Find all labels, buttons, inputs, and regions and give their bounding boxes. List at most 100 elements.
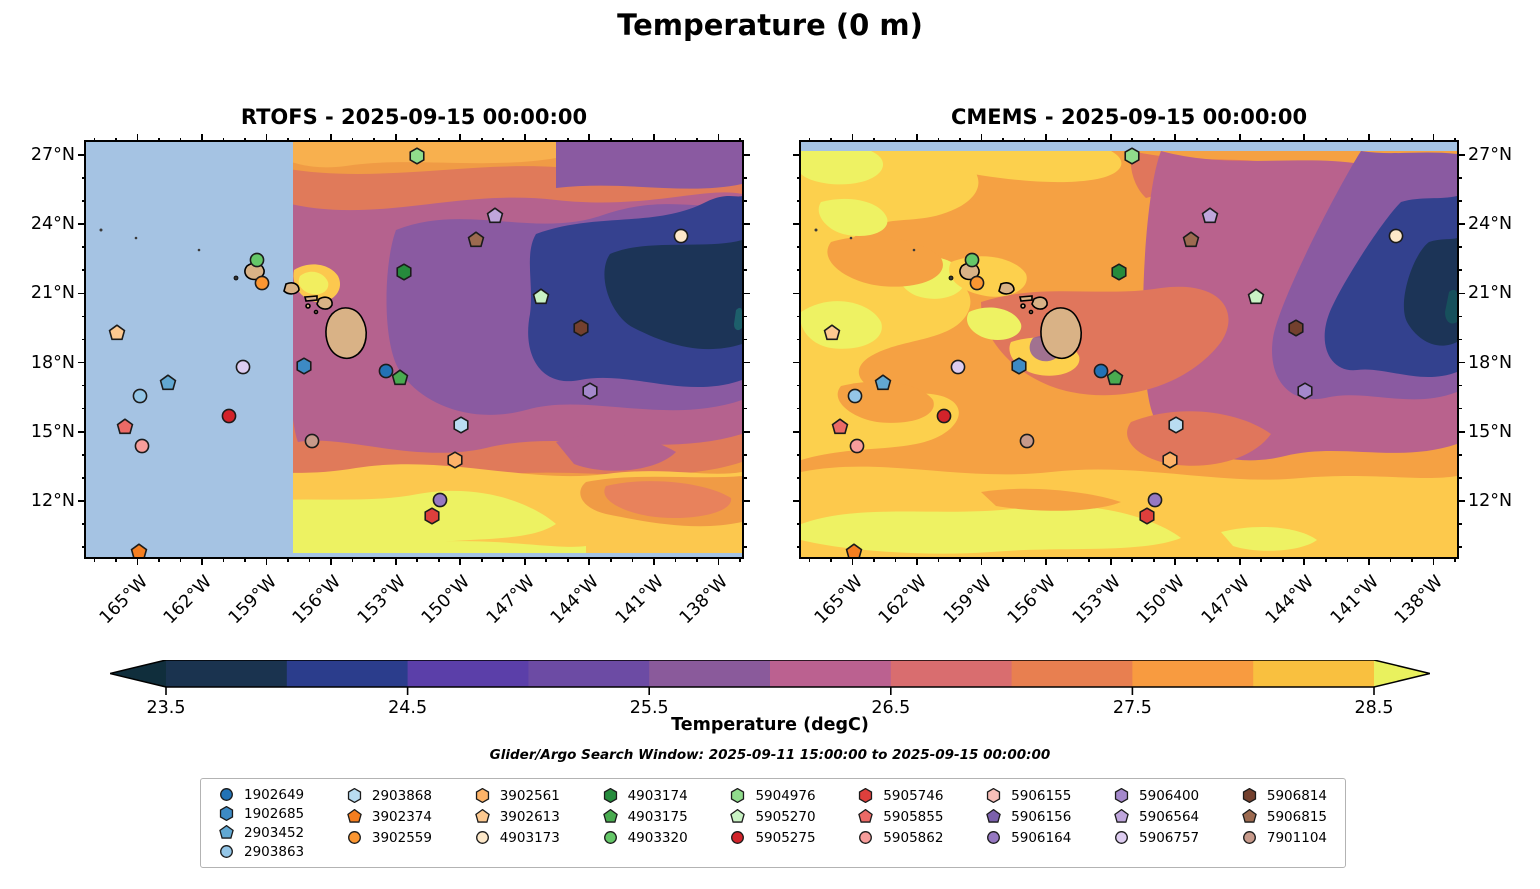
x-tick-minor [1088, 557, 1090, 562]
x-tick-label: 162°W [160, 571, 217, 629]
pentagon-marker-icon [486, 207, 504, 223]
hexagon-marker-icon [475, 787, 490, 804]
legend-float-id: 5906155 [1011, 787, 1072, 804]
circle-marker-icon [936, 408, 952, 424]
x-tick-major [1368, 134, 1370, 142]
x-tick-minor [222, 557, 225, 562]
y-tick-label: 21°N [1468, 283, 1513, 304]
circle-marker-icon [132, 388, 148, 404]
y-tick-major [742, 430, 750, 433]
float-marker-4903174 [1111, 263, 1128, 281]
y-tick-minor [1457, 477, 1462, 479]
x-tick-minor [959, 557, 961, 562]
legend-float-id: 5905746 [883, 787, 944, 804]
circle-marker-icon [673, 228, 689, 244]
legend-float-id: 3902374 [371, 808, 432, 825]
x-tick-minor [351, 557, 354, 562]
circle-marker-icon [220, 788, 233, 801]
x-tick-major [201, 134, 203, 142]
y-tick-major [1457, 500, 1465, 502]
legend-float-id: 5906564 [1139, 808, 1200, 825]
legend-item-4903320: 4903320 [603, 827, 688, 848]
hexagon-marker-icon [1114, 787, 1129, 804]
float-marker-4903173 [672, 228, 689, 245]
y-tick-major [78, 361, 86, 364]
hexagon-marker-icon [1242, 787, 1257, 804]
x-tick-label: 156°W [289, 571, 346, 629]
hexagon-marker-icon [730, 787, 745, 804]
circle-marker-icon [1114, 830, 1129, 845]
circle-marker-icon [859, 831, 873, 844]
float-marker-3902559 [969, 275, 986, 292]
x-tick-major [1303, 134, 1306, 142]
legend-float-id: 7901104 [1266, 829, 1327, 846]
y-tick-label: 12°N [1468, 490, 1513, 511]
y-tick-minor [1457, 246, 1462, 248]
circle-marker-icon [219, 844, 234, 859]
colorbar-under-arrow [110, 660, 166, 687]
pentagon-marker-icon [832, 418, 849, 435]
legend-item-5906156: 5906156 [986, 806, 1071, 827]
legend-float-id: 3902559 [371, 829, 432, 846]
x-tick-major [201, 557, 203, 565]
float-marker-3902561 [1162, 451, 1179, 469]
legend-item-5905855: 5905855 [858, 806, 943, 827]
x-tick-major [523, 557, 526, 565]
legend-float-id: 5906164 [1011, 829, 1072, 846]
float-marker-1902685 [296, 357, 313, 375]
x-tick-label: 153°W [1068, 571, 1125, 629]
hexagon-marker-icon [1111, 263, 1127, 281]
x-tick-major [1174, 557, 1177, 565]
circle-marker-icon [603, 831, 617, 844]
legend-item-5906815: 5906815 [1242, 806, 1327, 827]
x-tick-major [394, 134, 397, 142]
y-tick-label: 27°N [30, 144, 75, 165]
rtofs-masked-region [86, 142, 293, 557]
pentagon-marker-icon [845, 543, 863, 557]
legend-float-id: 5904976 [755, 787, 816, 804]
pentagon-marker-icon [532, 287, 549, 304]
circle-marker-icon [986, 830, 1001, 845]
legend-float-id: 5905275 [755, 829, 816, 846]
circle-marker-icon [731, 831, 745, 844]
y-tick-minor [742, 523, 747, 525]
x-tick-major [459, 134, 462, 142]
x-tick-minor [93, 557, 96, 562]
y-tick-minor [742, 269, 747, 272]
hexagon-marker-icon [859, 787, 873, 804]
x-tick-label: 147°W [1197, 571, 1254, 629]
float-marker-5905275 [936, 407, 953, 424]
y-tick-major [793, 500, 801, 502]
x-tick-major [1432, 134, 1435, 142]
colorbar-tick-label: 24.5 [388, 698, 427, 718]
x-tick-major [588, 557, 591, 565]
figure-title: Temperature (0 m) [617, 8, 923, 42]
pentagon-marker-icon [858, 808, 874, 824]
x-tick-minor [158, 557, 160, 562]
float-marker-4903173 [1387, 228, 1404, 245]
pentagon-marker-icon [874, 374, 892, 391]
x-tick-minor [1131, 557, 1134, 562]
y-tick-minor [742, 477, 747, 479]
float-marker-3902559 [254, 275, 271, 292]
y-tick-label: 12°N [30, 490, 75, 511]
x-tick-major [523, 134, 526, 142]
legend-column: 5906814 5906815 7901104 [1242, 785, 1327, 861]
y-tick-minor [742, 338, 747, 341]
circle-marker-icon [987, 831, 1001, 844]
x-tick-major [851, 134, 854, 142]
legend-float-id: 2903863 [244, 843, 305, 860]
hexagon-marker-icon [296, 357, 313, 375]
y-tick-major [78, 500, 86, 502]
nw-hawaiian-island-specks [814, 228, 916, 252]
x-tick-major [136, 557, 139, 565]
hexagon-marker-icon [424, 507, 440, 525]
hexagon-marker-icon [603, 787, 617, 804]
x-tick-major [1045, 557, 1047, 565]
legend-item-5906814: 5906814 [1242, 785, 1327, 806]
y-tick-minor [1457, 384, 1462, 387]
x-tick-minor [545, 557, 548, 562]
legend-item-2903868: 2903868 [347, 785, 432, 806]
float-legend: 1902649 1902685 2903452 2903863 2903868 39023… [200, 778, 1346, 868]
